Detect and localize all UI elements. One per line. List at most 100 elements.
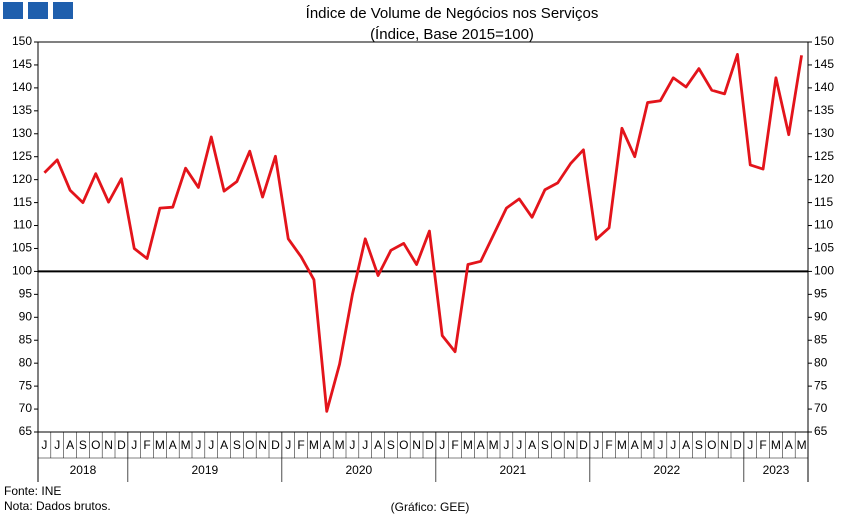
x-tick-label: F bbox=[143, 438, 150, 452]
x-tick-label: J bbox=[593, 438, 599, 452]
y2-tick-label: 145 bbox=[814, 57, 834, 71]
credit: (Gráfico: GEE) bbox=[391, 500, 470, 514]
x-tick-label: S bbox=[387, 438, 395, 452]
x-tick-label: D bbox=[271, 438, 280, 452]
y2-tick-label: 130 bbox=[814, 126, 834, 140]
x-tick-label: F bbox=[297, 438, 304, 452]
y-tick-label: 115 bbox=[13, 195, 32, 209]
x-tick-label: A bbox=[528, 438, 536, 452]
x-tick-label: N bbox=[104, 438, 113, 452]
y-tick-label: 130 bbox=[12, 126, 32, 140]
y-tick-label: 135 bbox=[12, 103, 32, 117]
x-tick-label: J bbox=[670, 438, 676, 452]
y-tick-label: 110 bbox=[13, 218, 32, 232]
x-tick-label: J bbox=[195, 438, 201, 452]
group-label: 2022 bbox=[653, 463, 680, 477]
x-tick-label: J bbox=[657, 438, 663, 452]
x-tick-label: A bbox=[374, 438, 382, 452]
x-tick-label: D bbox=[425, 438, 434, 452]
note: Nota: Dados brutos. bbox=[4, 499, 111, 513]
y-tick-label: 95 bbox=[19, 287, 33, 301]
x-tick-label: A bbox=[66, 438, 74, 452]
group-label: 2019 bbox=[191, 463, 218, 477]
group-label: 2020 bbox=[345, 463, 372, 477]
y-tick-label: 140 bbox=[12, 80, 32, 94]
y2-tick-label: 105 bbox=[814, 241, 834, 255]
x-tick-label: N bbox=[412, 438, 421, 452]
x-tick-label: A bbox=[169, 438, 177, 452]
x-tick-label: M bbox=[181, 438, 191, 452]
x-tick-label: M bbox=[309, 438, 319, 452]
logo-square bbox=[53, 2, 73, 19]
x-tick-label: J bbox=[285, 438, 291, 452]
y2-tick-label: 140 bbox=[814, 80, 834, 94]
y2-tick-label: 95 bbox=[814, 287, 828, 301]
y2-tick-label: 115 bbox=[814, 195, 833, 209]
logo-square bbox=[3, 2, 23, 19]
x-tick-label: N bbox=[566, 438, 575, 452]
x-tick-label: D bbox=[117, 438, 126, 452]
x-tick-label: S bbox=[233, 438, 241, 452]
x-tick-label: J bbox=[747, 438, 753, 452]
y-tick-label: 65 bbox=[19, 424, 33, 438]
x-tick-label: A bbox=[220, 438, 228, 452]
x-tick-label: M bbox=[771, 438, 781, 452]
x-tick-label: O bbox=[707, 438, 716, 452]
y2-tick-label: 80 bbox=[814, 355, 828, 369]
y-tick-label: 70 bbox=[19, 401, 33, 415]
x-tick-label: F bbox=[605, 438, 612, 452]
x-tick-label: M bbox=[797, 438, 807, 452]
y2-tick-label: 100 bbox=[814, 264, 834, 278]
x-tick-label: F bbox=[451, 438, 458, 452]
x-tick-label: M bbox=[155, 438, 165, 452]
group-label: 2023 bbox=[763, 463, 790, 477]
y2-tick-label: 85 bbox=[814, 332, 828, 346]
x-tick-label: J bbox=[503, 438, 509, 452]
y-tick-label: 120 bbox=[12, 172, 32, 186]
y-tick-label: 125 bbox=[12, 149, 32, 163]
x-tick-label: A bbox=[631, 438, 639, 452]
y2-tick-label: 125 bbox=[814, 149, 834, 163]
x-tick-label: A bbox=[785, 438, 793, 452]
y-tick-label: 105 bbox=[12, 241, 32, 255]
x-tick-label: O bbox=[399, 438, 408, 452]
y2-tick-label: 150 bbox=[814, 34, 834, 48]
x-tick-label: M bbox=[617, 438, 627, 452]
x-tick-label: J bbox=[516, 438, 522, 452]
x-tick-label: N bbox=[720, 438, 729, 452]
x-tick-label: J bbox=[41, 438, 47, 452]
y2-tick-label: 75 bbox=[814, 378, 828, 392]
logo-square bbox=[28, 2, 48, 19]
y2-tick-label: 65 bbox=[814, 424, 828, 438]
x-tick-label: M bbox=[489, 438, 499, 452]
chart-subtitle: (Índice, Base 2015=100) bbox=[370, 26, 534, 43]
x-tick-label: J bbox=[349, 438, 355, 452]
x-tick-label: J bbox=[439, 438, 445, 452]
y2-tick-label: 90 bbox=[814, 309, 828, 323]
x-tick-label: J bbox=[208, 438, 214, 452]
x-tick-label: D bbox=[579, 438, 588, 452]
y-tick-label: 85 bbox=[19, 332, 33, 346]
x-tick-label: J bbox=[362, 438, 368, 452]
y-tick-label: 145 bbox=[12, 57, 32, 71]
y-tick-label: 75 bbox=[19, 378, 33, 392]
x-tick-label: M bbox=[335, 438, 345, 452]
chart-title: Índice de Volume de Negócios nos Serviço… bbox=[306, 5, 599, 22]
y-tick-label: 90 bbox=[19, 309, 33, 323]
y-tick-label: 100 bbox=[12, 264, 32, 278]
y2-tick-label: 110 bbox=[814, 218, 833, 232]
x-tick-label: O bbox=[245, 438, 254, 452]
x-tick-label: M bbox=[463, 438, 473, 452]
x-tick-label: J bbox=[54, 438, 60, 452]
y2-tick-label: 120 bbox=[814, 172, 834, 186]
x-tick-label: O bbox=[91, 438, 100, 452]
y-tick-label: 80 bbox=[19, 355, 33, 369]
group-label: 2018 bbox=[70, 463, 97, 477]
x-tick-label: D bbox=[733, 438, 742, 452]
x-tick-label: S bbox=[695, 438, 703, 452]
x-tick-label: A bbox=[477, 438, 485, 452]
y2-tick-label: 70 bbox=[814, 401, 828, 415]
x-tick-label: N bbox=[258, 438, 267, 452]
y-tick-label: 150 bbox=[12, 34, 32, 48]
